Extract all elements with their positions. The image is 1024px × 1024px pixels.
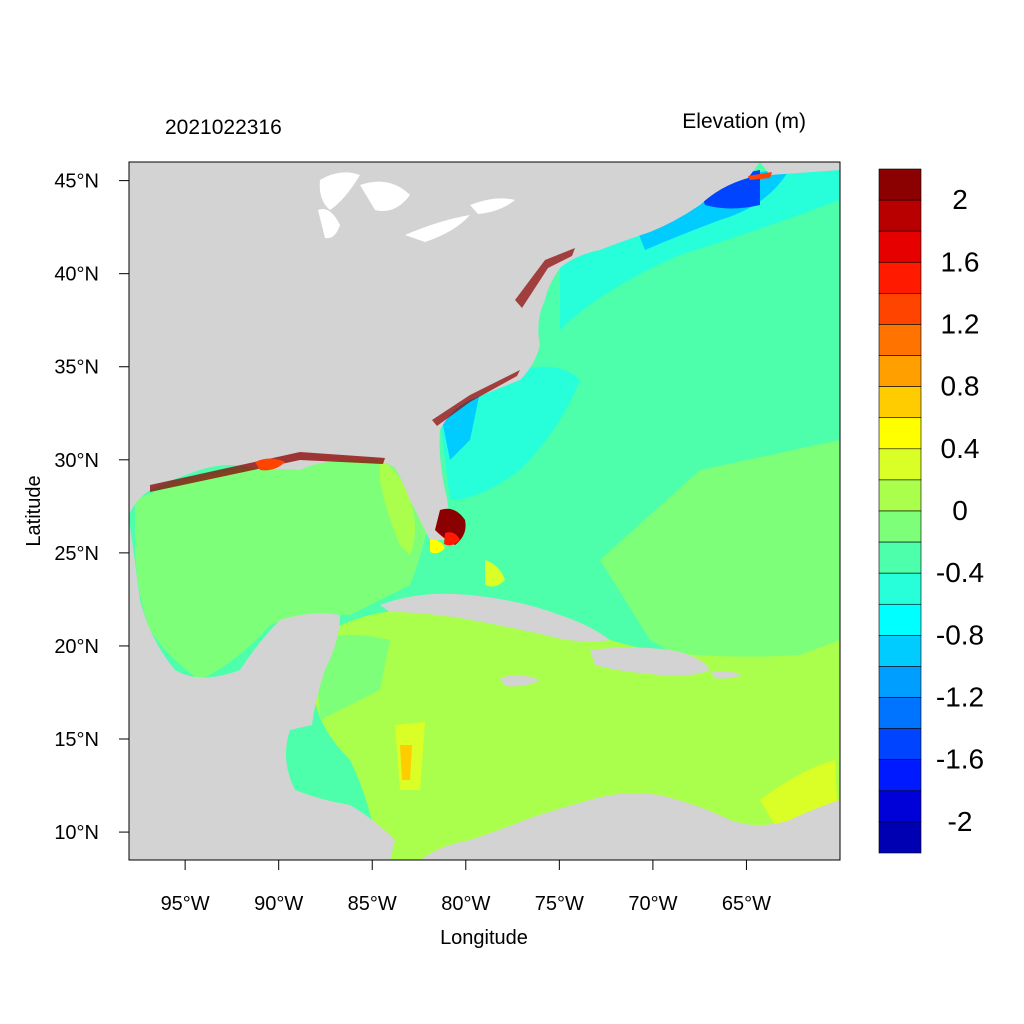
ocean-east-band [600, 440, 840, 680]
atlantic-coast-speckle-north [515, 248, 575, 308]
colorbar-swatch [878, 479, 922, 512]
colorbar-swatch [878, 261, 922, 294]
lat-tick-label: 15°N [54, 729, 99, 751]
lat-tick-label: 45°N [54, 171, 99, 193]
colorbar-label: 1.2 [941, 308, 980, 339]
colorbar-swatch [878, 728, 922, 761]
lon-tick-label: 75°W [535, 893, 584, 915]
colorbar-label: 0.8 [941, 371, 980, 402]
florida-surge-peak [435, 508, 466, 545]
colorbar-swatch [878, 541, 922, 574]
gulf-of-mexico [135, 457, 430, 680]
colorbar-swatch [878, 417, 922, 450]
colorbar-label: -2 [948, 806, 973, 837]
longitude-ticks: 95°W 90°W 85°W 80°W 75°W 70°W 65°W [161, 860, 771, 915]
map-frame [128, 161, 841, 861]
lat-tick-label: 25°N [54, 543, 99, 565]
colorbar-label: -1.2 [936, 682, 984, 713]
colorbar-swatch [878, 572, 922, 605]
colorbar-swatch [878, 790, 922, 823]
lon-tick-label: 65°W [722, 893, 771, 915]
lon-tick-label: 80°W [441, 893, 490, 915]
lake-superior [319, 172, 360, 210]
colorbar-swatch [878, 697, 922, 729]
lat-tick-label: 20°N [54, 636, 99, 658]
land-south-america [420, 793, 840, 860]
lon-tick-label: 85°W [348, 893, 397, 915]
colorbar-label: -0.8 [936, 619, 984, 650]
colorbar-swatch [878, 666, 922, 698]
colorbar-swatch [878, 821, 922, 854]
land-north-america [129, 162, 760, 540]
land [129, 162, 840, 860]
colorbar-label: 1.6 [941, 246, 980, 277]
colorbar-labels: 2 1.6 1.2 0.8 0.4 0 -0.4 -0.8 -1.2 -1.6 -2 [936, 184, 984, 837]
colorbar-label: -1.6 [936, 744, 984, 775]
lon-tick-label: 95°W [161, 893, 210, 915]
bahamas-bank-high [485, 560, 505, 587]
map-panel [129, 162, 840, 860]
florida-surge-yellow [430, 539, 445, 554]
florida-surge-red [444, 532, 460, 546]
land-jamaica [500, 675, 540, 687]
colorbar-swatch [878, 759, 922, 792]
lat-tick-label: 40°N [54, 264, 99, 286]
bay-of-fundy-low [700, 170, 760, 209]
lakes [318, 172, 515, 242]
honduras-coast-peak [400, 745, 412, 780]
colorbar-label: 2 [952, 184, 968, 215]
variable-title: Elevation (m) [682, 110, 806, 133]
florida-west-shelf [380, 460, 415, 555]
colorbar-swatch [878, 293, 922, 325]
y-axis-label: Latitude [23, 475, 45, 546]
shelf-northeast [560, 170, 840, 330]
land-nova-scotia [760, 162, 840, 175]
colorbar [878, 168, 922, 854]
lake-erie [405, 215, 470, 242]
georgia-bight-low [442, 392, 480, 460]
timestamp-title: 2021022316 [165, 116, 282, 139]
colorbar-swatch [878, 230, 922, 263]
colorbar-swatch [878, 324, 922, 356]
x-axis-label: Longitude [440, 927, 528, 949]
atlantic-coast-speckle-south [432, 370, 520, 426]
land-mexico-central-america [129, 520, 395, 860]
lake-huron [360, 181, 410, 211]
yucatan-channel [315, 635, 390, 720]
lon-tick-label: 70°W [628, 893, 677, 915]
lat-tick-label: 10°N [54, 822, 99, 844]
lat-tick-label: 30°N [54, 450, 99, 472]
louisiana-coast-high [255, 458, 285, 471]
colorbar-swatch [878, 448, 922, 481]
land-cuba [380, 593, 610, 642]
colorbar-swatch [878, 386, 922, 419]
colorbar-swatch [878, 199, 922, 232]
land-puerto-rico [712, 671, 742, 679]
colorbar-swatch [878, 355, 922, 387]
colorbar-swatch [878, 510, 922, 543]
nova-scotia-coast-high [748, 172, 772, 180]
colorbar-label: -0.4 [936, 557, 984, 588]
lat-tick-label: 35°N [54, 357, 99, 379]
colorbar-swatch [878, 168, 922, 201]
colorbar-swatch [878, 635, 922, 667]
lon-tick-label: 90°W [254, 893, 303, 915]
lake-ontario [470, 198, 515, 214]
latitude-ticks: 45°N 40°N 35°N 30°N 25°N 20°N 15°N 10°N [54, 171, 129, 844]
colorbar-label: 0.4 [941, 433, 980, 464]
colorbar-swatch [878, 603, 922, 636]
land-hispaniola [590, 647, 710, 676]
lake-michigan [318, 209, 340, 239]
colorbar-label: 0 [952, 495, 968, 526]
